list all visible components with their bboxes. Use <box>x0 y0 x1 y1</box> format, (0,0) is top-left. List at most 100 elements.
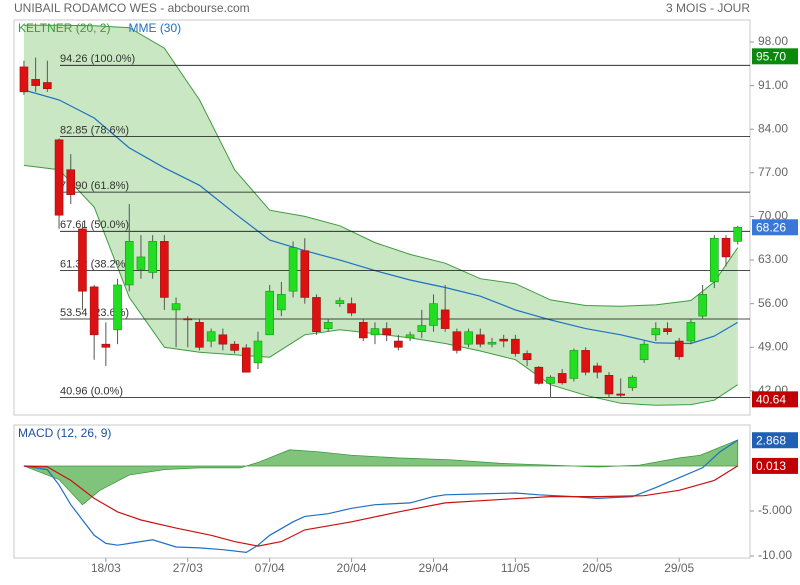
fib-label: 61.32 (38.2%) <box>60 258 129 270</box>
legend-entry: MME (30) <box>128 21 181 35</box>
x-tick-label: 11/05 <box>501 561 530 575</box>
x-tick-label: 20/05 <box>582 561 612 575</box>
chart-title: UNIBAIL RODAMCO WES - abcbourse.com <box>14 1 250 15</box>
chart-title: MACD (12, 26, 9) <box>18 426 111 440</box>
keltner-band <box>23 25 738 406</box>
candle-body <box>323 322 333 329</box>
candle-body <box>663 328 672 333</box>
candle-body <box>417 325 427 333</box>
x-tick-label: 18/03 <box>91 561 121 575</box>
y-tick-label: 84.00 <box>758 121 788 135</box>
candle-body <box>639 343 649 361</box>
candle-body <box>31 79 40 86</box>
candle-body <box>113 284 122 331</box>
candle-body <box>43 82 52 90</box>
x-tick-label: 27/03 <box>173 561 203 575</box>
candle-body <box>89 286 99 336</box>
fib-label: 82.85 (78.6%) <box>60 124 129 136</box>
y-tick-label: 77.00 <box>758 165 788 179</box>
candle-body <box>148 241 157 273</box>
candle-body <box>569 350 579 379</box>
candle-body <box>253 340 263 364</box>
candle-body <box>733 226 743 242</box>
candle-body <box>522 353 532 361</box>
y-tick-label: 98.00 <box>758 34 788 48</box>
candle-body <box>370 328 380 336</box>
candle-body <box>616 393 626 396</box>
price-tag-box <box>752 391 798 408</box>
x-tick-label: 20/04 <box>337 561 367 575</box>
candle-body <box>710 237 719 283</box>
price-tag-label: 40.64 <box>756 393 786 407</box>
candle-body <box>440 309 450 329</box>
candle-body <box>721 237 731 258</box>
candle-body <box>429 303 438 326</box>
candle-body <box>628 376 637 389</box>
price-tag-box <box>752 457 798 474</box>
candle-body <box>698 294 707 317</box>
panel-frame <box>13 19 751 416</box>
candle-body <box>358 322 368 339</box>
candle-body <box>195 322 204 348</box>
candle-body <box>534 366 544 384</box>
candle-body <box>335 300 345 304</box>
candle-body <box>101 343 111 348</box>
candle-body <box>288 247 298 292</box>
x-tick-label: 29/04 <box>418 561 448 575</box>
fib-label: 67.61 (50.0%) <box>60 219 129 231</box>
candle-body <box>54 139 64 216</box>
price-tag: 95.70 <box>752 48 798 65</box>
fib-label: 40.96 (0.0%) <box>60 385 123 397</box>
price-tag: 0.013 <box>752 457 798 474</box>
x-tick-label: 29/05 <box>664 561 694 575</box>
macd-line <box>23 465 739 547</box>
y-tick-label: 63.00 <box>758 252 788 266</box>
fib-label: 94.26 (100.0%) <box>60 53 135 65</box>
macd-line <box>23 439 739 554</box>
keltner-upper <box>23 24 739 307</box>
price-tag-box <box>752 219 798 236</box>
candle-body <box>312 297 321 333</box>
candle-body <box>593 365 602 373</box>
candle-body <box>686 322 696 342</box>
candle-body <box>300 250 310 298</box>
candle-body <box>218 334 228 345</box>
candle-body <box>487 341 497 345</box>
y-tick-label: 49.00 <box>758 339 788 353</box>
candle-body <box>241 347 251 373</box>
y-tick-label: 91.00 <box>758 78 788 92</box>
candle-body <box>475 334 485 345</box>
candle-body <box>394 340 403 348</box>
y-tick-label: 56.00 <box>758 296 788 310</box>
price-tag-box <box>752 48 798 65</box>
mme-line <box>23 89 739 345</box>
candle-body <box>382 328 391 336</box>
keltner-lower <box>23 164 738 406</box>
y-tick-label: -10.00 <box>758 548 792 562</box>
candle-body <box>277 294 286 311</box>
candle-body <box>136 256 146 270</box>
macd-histogram <box>23 439 739 506</box>
chart-subtitle: 3 MOIS - JOUR <box>666 1 750 15</box>
candle-body <box>546 376 555 384</box>
price-tag-box <box>752 432 798 449</box>
candle-body <box>265 290 274 336</box>
fib-label: 73.90 (61.8%) <box>60 180 129 192</box>
candle-body <box>66 169 76 195</box>
candle-body <box>19 66 29 93</box>
price-tag-label: 95.70 <box>756 49 786 63</box>
candle-body <box>452 331 462 351</box>
candle-body <box>78 228 87 292</box>
candle-body <box>674 340 684 357</box>
panel-frame <box>13 424 751 559</box>
candle-body <box>124 241 134 286</box>
candle-body <box>347 303 356 314</box>
price-tag-label: 0.013 <box>756 459 786 473</box>
price-tag: 40.64 <box>752 391 798 408</box>
candle-body <box>405 334 415 339</box>
y-tick-label: -5.000 <box>758 503 792 517</box>
x-tick-label: 07/04 <box>255 561 285 575</box>
candle-body <box>171 303 181 311</box>
